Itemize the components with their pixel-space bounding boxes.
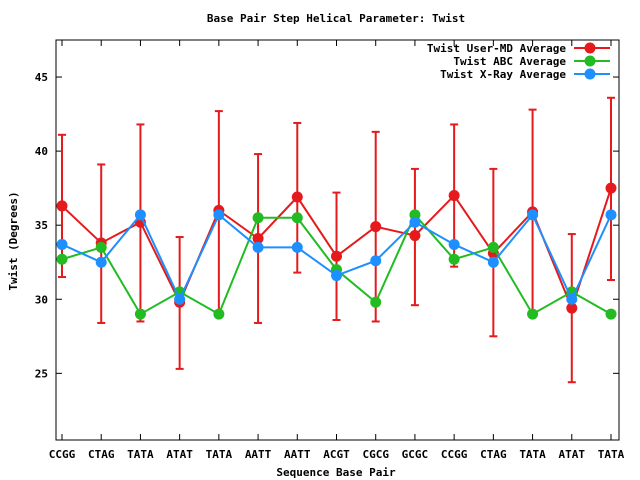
data-point	[252, 212, 264, 224]
data-point	[213, 308, 225, 320]
data-point	[95, 256, 107, 268]
data-point	[409, 216, 421, 228]
series-1	[56, 96, 617, 384]
data-point	[605, 182, 617, 194]
legend-label: Twist User-MD Average	[427, 42, 566, 55]
x-tick-label: CTAG	[88, 448, 115, 461]
x-tick-label: ACGT	[323, 448, 350, 461]
x-tick-label: AATT	[245, 448, 272, 461]
x-tick-label: ATAT	[559, 448, 586, 461]
data-point	[487, 241, 499, 253]
x-tick-label: ATAT	[166, 448, 193, 461]
x-tick-label: CCGG	[49, 448, 76, 461]
x-tick-label: GCGC	[402, 448, 429, 461]
data-point	[95, 241, 107, 253]
data-point	[291, 212, 303, 224]
x-tick-label: CCGG	[441, 448, 468, 461]
plot-frame	[55, 39, 620, 441]
data-point	[134, 308, 146, 320]
legend-marker	[584, 55, 596, 67]
data-point	[370, 296, 382, 308]
data-point	[605, 308, 617, 320]
data-point	[370, 255, 382, 267]
y-tick-label: 35	[35, 219, 48, 232]
x-tick-label: TATA	[519, 448, 546, 461]
x-tick-label: AATT	[284, 448, 311, 461]
data-point	[213, 209, 225, 221]
data-point	[331, 270, 342, 282]
chart-title: Base Pair Step Helical Parameter: Twist	[207, 12, 465, 25]
data-point	[174, 293, 186, 305]
data-point	[56, 200, 68, 212]
data-point	[448, 238, 460, 250]
legend-marker	[584, 42, 596, 54]
data-point	[448, 190, 460, 202]
data-point	[291, 241, 303, 253]
data-point	[527, 308, 539, 320]
legend-label: Twist ABC Average	[453, 55, 566, 68]
data-point	[56, 238, 68, 250]
legend-marker	[584, 68, 596, 80]
data-point	[487, 256, 499, 268]
series-group	[56, 96, 617, 384]
y-axis-label: Twist (Degrees)	[7, 191, 20, 290]
x-tick-label: TATA	[206, 448, 233, 461]
data-point	[448, 253, 460, 265]
data-point	[370, 221, 382, 233]
x-tick-label: CGCG	[362, 448, 389, 461]
series-2	[56, 209, 617, 320]
data-point	[331, 250, 342, 262]
y-tick-label: 40	[35, 145, 48, 158]
y-tick-label: 25	[35, 367, 48, 380]
series-3	[56, 209, 617, 305]
data-point	[252, 233, 264, 245]
x-tick-label: CTAG	[480, 448, 507, 461]
data-point	[605, 209, 617, 221]
data-point	[527, 209, 539, 221]
data-point	[134, 209, 146, 221]
data-point	[566, 293, 578, 305]
y-tick-label: 30	[35, 293, 48, 306]
data-point	[56, 253, 68, 265]
data-point	[409, 230, 421, 242]
axes-group: 25 30 35 40 45 CCGG CTAG TATA ATAT TATA AATT AATT AC…	[35, 40, 625, 461]
x-tick-label: TATA	[127, 448, 154, 461]
x-tick-label: TATA	[598, 448, 625, 461]
legend-label: Twist X-Ray Average	[440, 68, 566, 81]
y-tick-label: 45	[35, 71, 48, 84]
x-axis-label: Sequence Base Pair	[276, 466, 396, 479]
data-point	[566, 302, 578, 314]
data-point	[252, 241, 264, 253]
data-point	[291, 191, 303, 203]
